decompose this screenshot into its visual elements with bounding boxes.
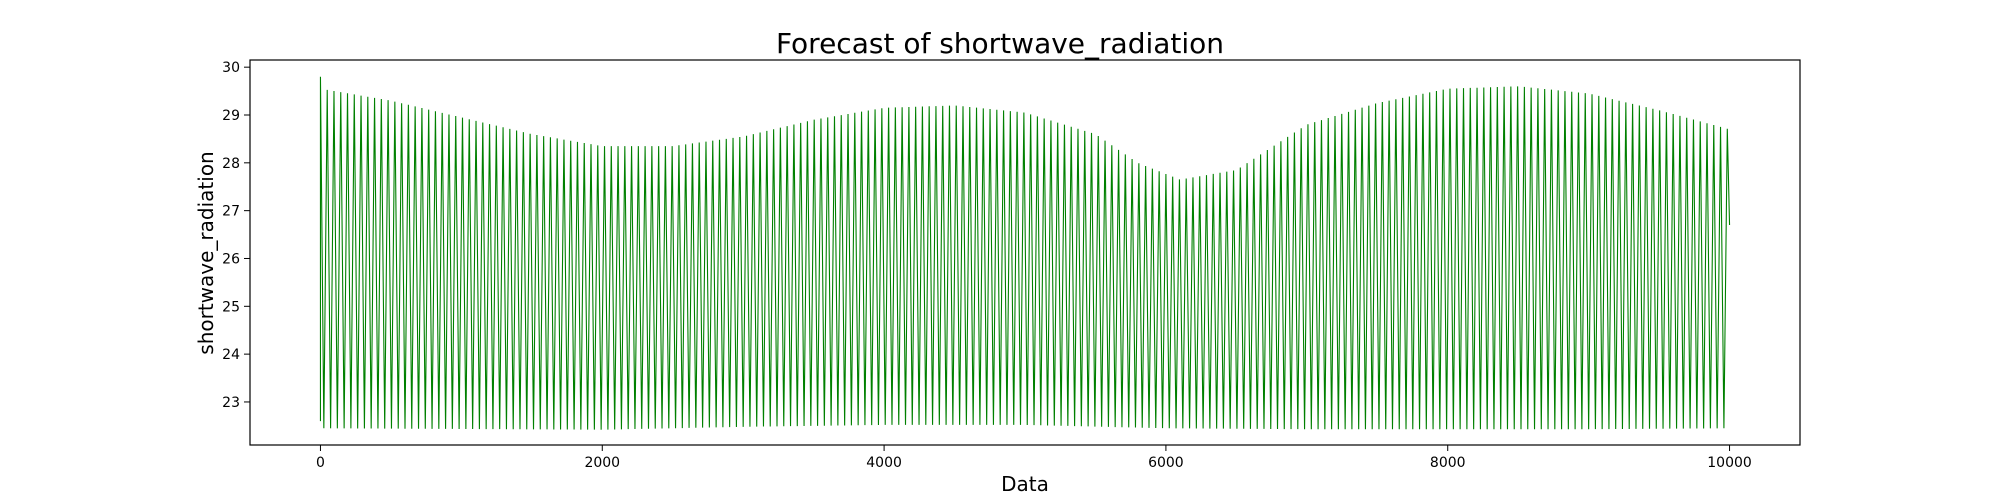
y-axis-label: shortwave_radiation (194, 151, 218, 354)
y-tick-label-7: 30 (222, 60, 240, 76)
y-tick-label-0: 23 (222, 395, 240, 411)
plot-frame (249, 59, 1801, 446)
y-tick-label-5: 28 (222, 156, 240, 172)
x-axis: 0 2000 4000 6000 8000 10000 (316, 445, 1752, 471)
y-tick-label-4: 27 (222, 204, 240, 220)
x-tick-label-4: 8000 (1430, 455, 1466, 471)
y-tick-label-6: 29 (222, 108, 240, 124)
chart-title: Forecast of shortwave_radiation (776, 27, 1224, 60)
x-tick-label-1: 2000 (584, 455, 620, 471)
y-axis: 23 24 25 26 27 28 29 30 (222, 60, 250, 411)
x-axis-label: Data (1001, 472, 1049, 496)
x-tick-label-3: 6000 (1148, 455, 1184, 471)
x-tick-label-5: 10000 (1707, 455, 1752, 471)
y-tick-label-2: 25 (222, 299, 240, 315)
y-tick-label-3: 26 (222, 251, 240, 267)
y-tick-label-1: 24 (222, 347, 240, 363)
plot-series (319, 76, 1731, 430)
x-tick-label-2: 4000 (866, 455, 902, 471)
series-line-0 (319, 76, 1731, 430)
x-tick-label-0: 0 (316, 455, 325, 471)
